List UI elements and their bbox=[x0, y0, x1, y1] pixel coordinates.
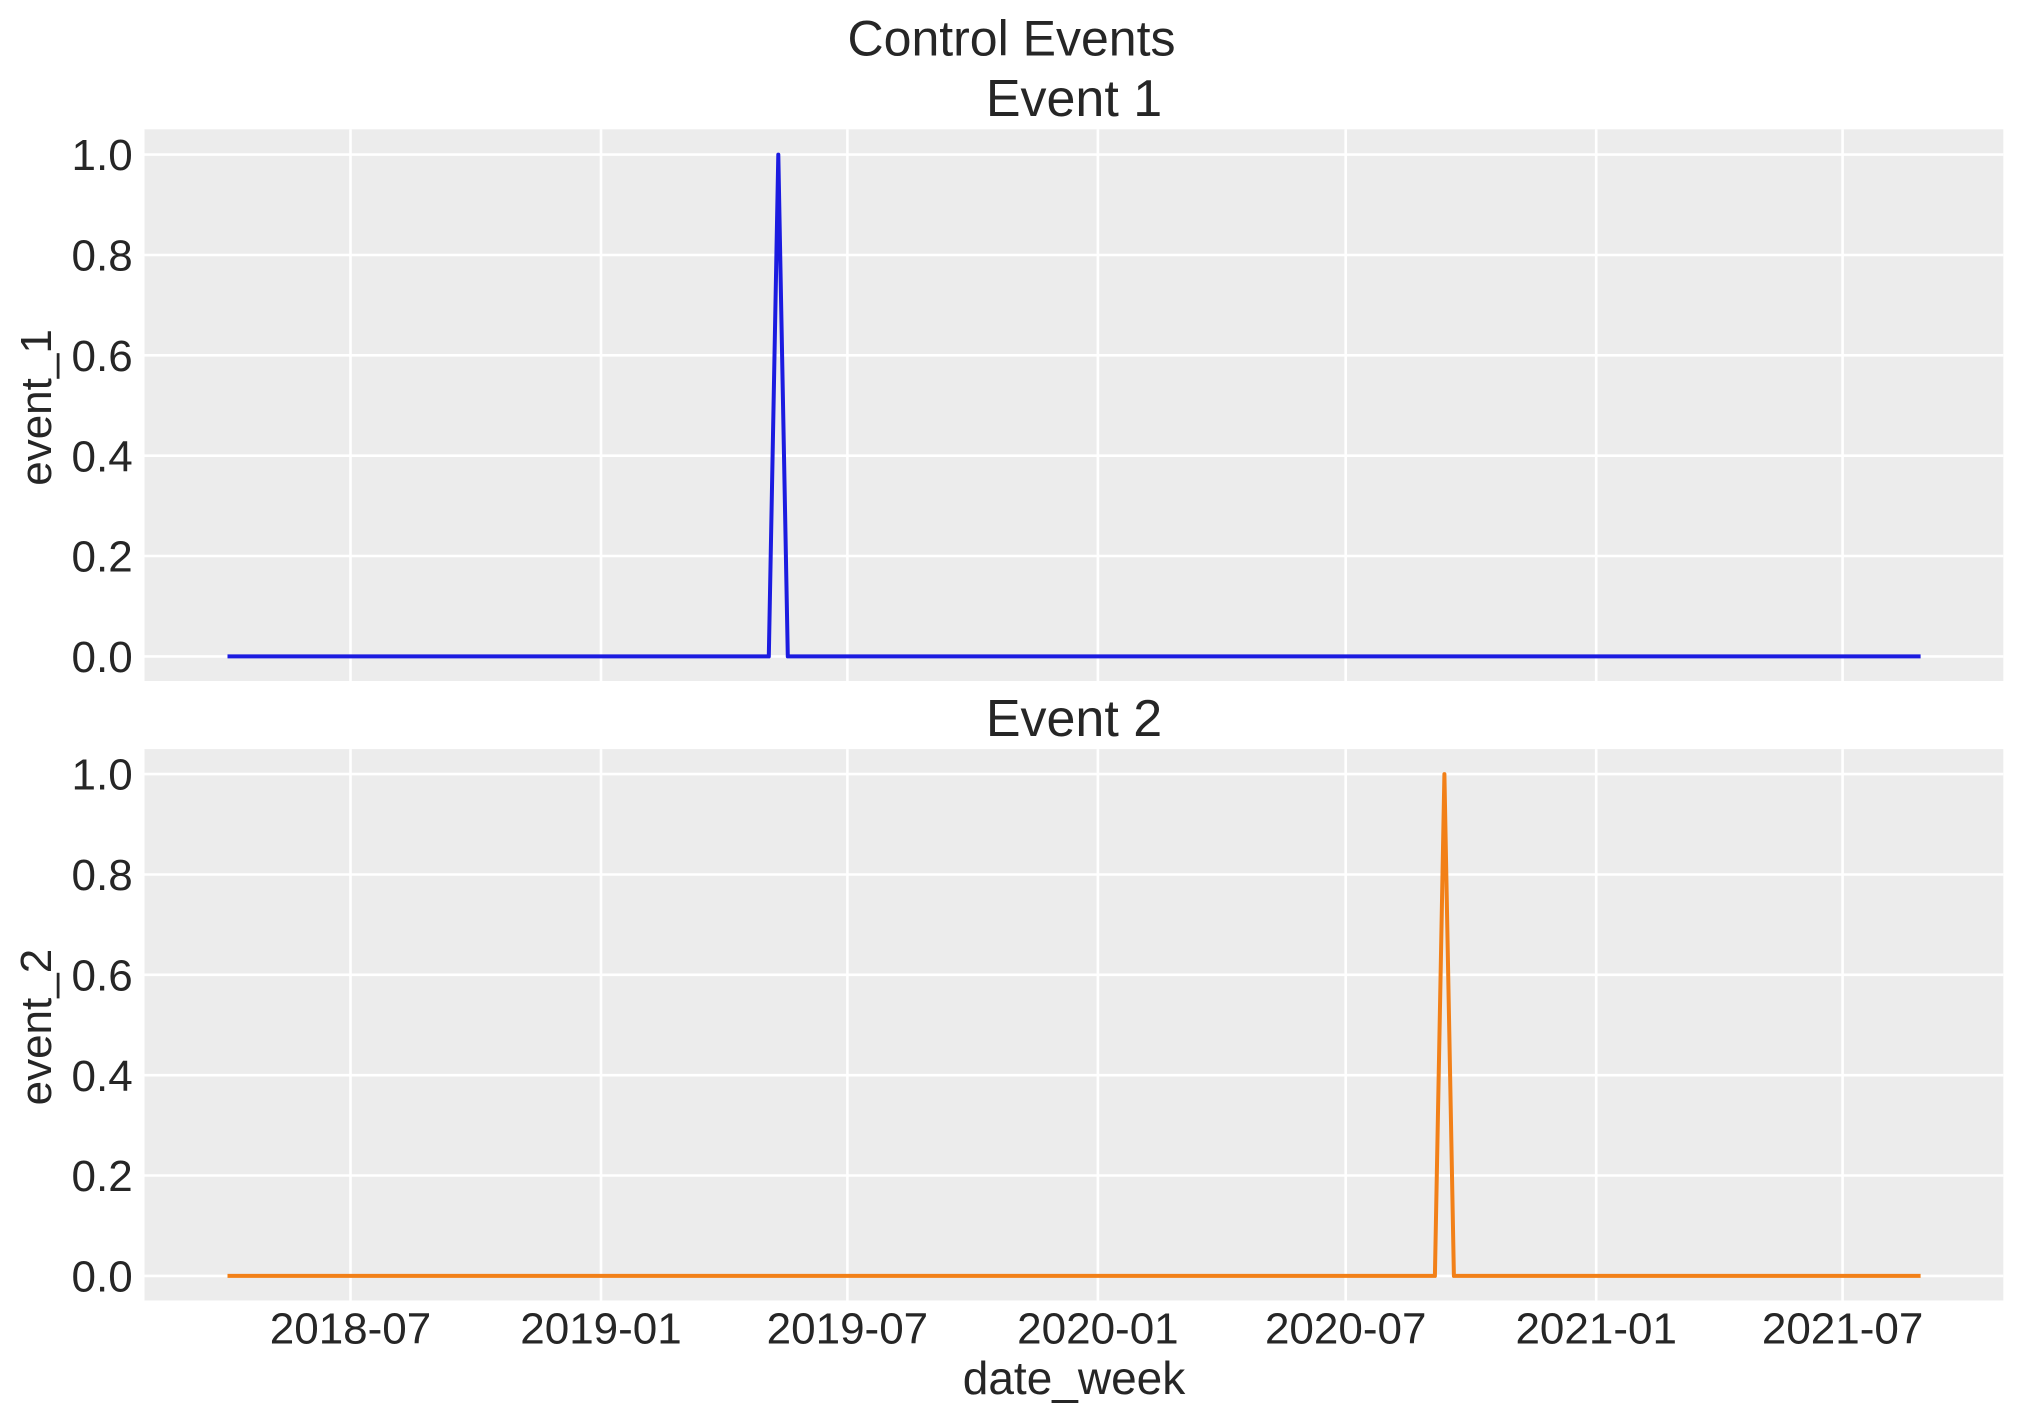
svg-text:1.0: 1.0 bbox=[72, 131, 133, 180]
svg-text:2019-07: 2019-07 bbox=[767, 1305, 928, 1354]
svg-text:2020-07: 2020-07 bbox=[1265, 1305, 1426, 1354]
svg-text:event_1: event_1 bbox=[12, 329, 61, 486]
svg-text:2021-01: 2021-01 bbox=[1515, 1305, 1676, 1354]
svg-text:0.6: 0.6 bbox=[72, 332, 133, 381]
svg-text:0.8: 0.8 bbox=[72, 232, 133, 281]
svg-text:1.0: 1.0 bbox=[72, 751, 133, 800]
svg-text:date_week: date_week bbox=[963, 1352, 1186, 1404]
svg-text:0.0: 0.0 bbox=[72, 633, 133, 682]
svg-text:0.4: 0.4 bbox=[72, 1052, 133, 1101]
svg-text:2018-07: 2018-07 bbox=[270, 1305, 431, 1354]
svg-text:0.6: 0.6 bbox=[72, 951, 133, 1000]
svg-text:2019-01: 2019-01 bbox=[520, 1305, 681, 1354]
svg-text:2020-01: 2020-01 bbox=[1017, 1305, 1178, 1354]
svg-text:Control Events: Control Events bbox=[848, 11, 1176, 67]
svg-text:0.0: 0.0 bbox=[72, 1253, 133, 1302]
svg-text:event_2: event_2 bbox=[12, 949, 61, 1106]
svg-text:Event 2: Event 2 bbox=[986, 690, 1162, 748]
svg-text:Event 1: Event 1 bbox=[986, 70, 1162, 128]
svg-text:0.8: 0.8 bbox=[72, 851, 133, 900]
svg-text:2021-07: 2021-07 bbox=[1762, 1305, 1923, 1354]
svg-text:0.2: 0.2 bbox=[72, 1152, 133, 1201]
svg-text:0.4: 0.4 bbox=[72, 432, 133, 481]
svg-text:0.2: 0.2 bbox=[72, 533, 133, 582]
